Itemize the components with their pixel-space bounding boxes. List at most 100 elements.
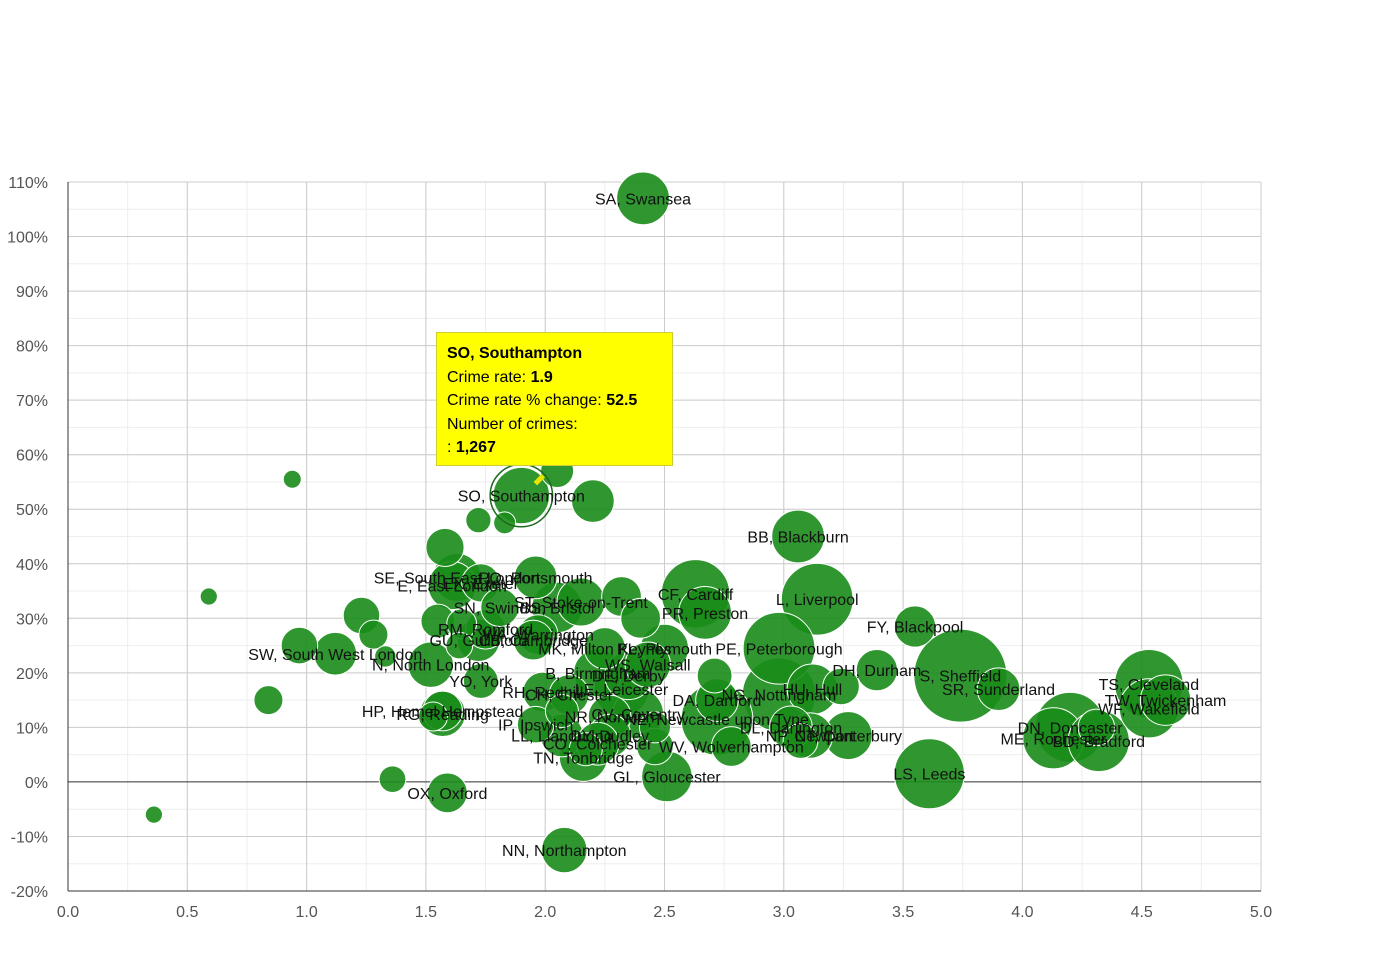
x-tick-label: 4.0 [1011, 904, 1033, 921]
y-tick-label: 20% [16, 666, 48, 683]
bubble-label: SA, Swansea [595, 191, 691, 208]
bubble-label: NN, Northampton [502, 843, 627, 860]
bubble-label: CV, Coventry [591, 707, 685, 724]
bubble-label: OX, Oxford [407, 786, 487, 803]
bubble-label: SW, South West London [248, 647, 422, 664]
bubble-point [427, 772, 468, 814]
bubble-label: TS, Cleveland [1099, 677, 1200, 694]
y-tick-label: 10% [16, 720, 48, 737]
x-tick-label: 5.0 [1250, 904, 1272, 921]
bubble-label: TN, Tonbridge [533, 750, 633, 767]
bubble-label: PE, Peterborough [715, 641, 842, 658]
x-tick-label: 2.5 [653, 904, 675, 921]
bubble-point [513, 555, 558, 600]
bubble-label: DE, Derby [592, 669, 666, 686]
bubble-point [742, 611, 816, 685]
bubble-label: BD, Bradford [1053, 734, 1145, 751]
bubble-point [418, 701, 449, 732]
bubble-point [544, 694, 579, 729]
bubble-point [407, 641, 454, 688]
bubble-point [822, 667, 860, 706]
bubble-point [710, 726, 752, 767]
bubble-point [199, 587, 218, 606]
bubble-label: LL, Llandudno [511, 729, 613, 746]
bubble-label: DA, Dartford [673, 693, 762, 710]
bubble-label: GL, Gloucester [613, 769, 721, 786]
bubble-point [480, 587, 520, 627]
bubble-point [855, 648, 898, 692]
tooltip-count-value: 1,267 [455, 439, 496, 456]
x-tick-label: 3.5 [892, 904, 914, 921]
bubble-label: DY, Dudley [570, 729, 649, 746]
bubble-label: EX, Exeter [443, 576, 520, 593]
tooltip-pointer [533, 473, 546, 486]
bubble-label: PR, Preston [662, 606, 748, 623]
bubble-point [425, 527, 465, 567]
x-tick-label: 1.5 [415, 904, 437, 921]
y-tick-label: 80% [16, 339, 48, 356]
bubble-point [512, 619, 554, 661]
bubble-label: FY, Blackpool [867, 619, 964, 636]
bubble-point [771, 509, 825, 564]
bubble-point [374, 645, 397, 668]
bubble-point [1077, 708, 1116, 747]
bubble-label: CT, Canterbury [794, 729, 902, 746]
bubble-point [893, 738, 965, 810]
bubble-label: IP, Ipswich [498, 718, 573, 735]
bubble-point [144, 805, 164, 824]
bubble-label: NR, Norwich [565, 709, 655, 726]
bubble-point [678, 585, 732, 640]
bubble-label: HU, Hull [783, 682, 843, 699]
tooltip-crime-rate-label: Crime rate: [447, 368, 531, 386]
y-tick-label: 30% [16, 611, 48, 628]
x-tick-label: 4.5 [1131, 904, 1153, 921]
bubble-point [571, 479, 615, 523]
bubble-point [893, 605, 937, 648]
bubble-label: SR, Sunderland [942, 682, 1055, 699]
bubble-label: HP, Hemel Hempstead [362, 704, 524, 721]
x-tick-label: 1.0 [295, 904, 317, 921]
bubble-label: PL, Plymouth [617, 641, 712, 658]
bubble-label: LS, Leeds [893, 767, 965, 784]
bubble-label: ST, Stoke-on-Trent [514, 595, 648, 612]
bubble-label: L, Liverpool [776, 592, 859, 609]
tooltip-title: SO, Southampton [447, 345, 583, 362]
bubble-label: CF, Cardiff [658, 587, 734, 604]
bubble-point [780, 562, 854, 636]
bubble-point [541, 826, 588, 874]
bubble-label: CO, Colchester [543, 737, 653, 754]
tooltip-change-label: Crime rate % change: [447, 392, 607, 409]
bubble-label: LE, Leicester [575, 682, 669, 699]
bubble-label: NG, Nottingham [722, 688, 837, 705]
bubble-label: SO, Southampton [458, 489, 585, 506]
bubble-label: NP, Newport [766, 729, 855, 746]
bubble-label: B, Birmingham [545, 666, 650, 683]
bubble-point [1139, 674, 1192, 726]
tooltip-count-label: Number of crimes: [447, 415, 578, 433]
bubble-label: BS, Bristol [520, 600, 595, 617]
bubble-point [638, 711, 671, 744]
bubble-label: MK, Milton Keynes [538, 641, 671, 658]
bubble-point [782, 723, 819, 759]
bubble-label: PO, Portsmouth [479, 570, 593, 587]
bubble-label: DL, Darlington [740, 720, 842, 737]
y-tick-label: 70% [16, 393, 48, 410]
tooltip-count-prefix: : [447, 439, 456, 456]
bubble-label: YO, York [449, 674, 513, 691]
tooltip-change-value: 52.5 [606, 392, 638, 409]
bubble-label: DH, Durham [832, 663, 921, 680]
y-tick-label: 0% [25, 775, 48, 792]
bubble-label: RG, Reading [396, 707, 489, 724]
bubble-point [696, 657, 733, 694]
bubble-label: RH, Redhill [502, 685, 583, 702]
bubble-point [282, 469, 302, 489]
bubble-label: E, East London [397, 579, 506, 596]
bubble-label: TW, Twickenham [1105, 693, 1227, 710]
y-tick-label: 100% [7, 230, 48, 247]
bubble-label: CH, Chester [525, 688, 614, 705]
bubble-point [616, 171, 670, 226]
bubble-label: GU, Guildford [429, 633, 527, 650]
bubble-label: ME, Rochester [1001, 731, 1107, 748]
bubble-point [378, 765, 407, 794]
x-tick-label: 0.0 [57, 904, 79, 921]
